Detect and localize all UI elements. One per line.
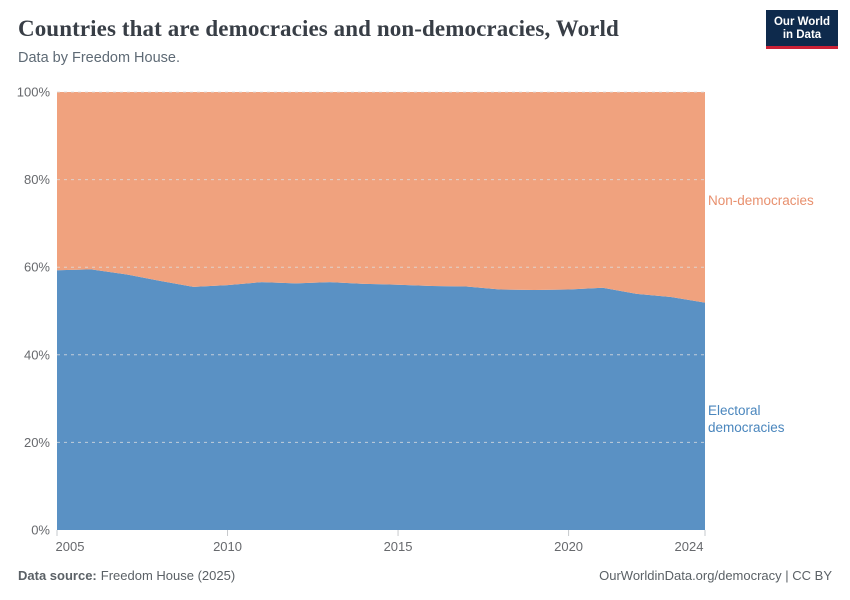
non-democracies-area[interactable] (57, 92, 705, 303)
data-source-label: Data source: (18, 568, 97, 583)
x-axis-tick-label: 2010 (213, 539, 242, 554)
electoral-democracies-area[interactable] (57, 269, 705, 530)
y-axis-tick-label: 80% (24, 172, 50, 187)
y-axis-tick-label: 20% (24, 435, 50, 450)
y-axis-tick-label: 40% (24, 347, 50, 362)
x-axis-tick-label: 2005 (56, 539, 85, 554)
owid-logo[interactable]: Our World in Data (766, 10, 838, 49)
footer-link[interactable]: OurWorldinData.org/democracy | CC BY (599, 568, 832, 583)
y-axis-tick-label: 100% (17, 85, 51, 100)
page-title: Countries that are democracies and non-d… (18, 16, 619, 41)
x-axis-tick-label: 2024 (675, 539, 704, 554)
y-axis-tick-label: 0% (31, 523, 50, 538)
x-axis-tick-label: 2015 (384, 539, 413, 554)
chart-footer: Data source: Freedom House (2025) OurWorl… (18, 568, 832, 583)
owid-logo-line2: in Data (782, 29, 822, 41)
electoral-democracies-label: Electoral democracies (708, 403, 785, 435)
y-axis-tick-label: 60% (24, 260, 50, 275)
owid-logo-line1: Our World (773, 16, 830, 28)
non-democracies-label: Non-democracies (708, 193, 814, 208)
data-source-value: Freedom House (2025) (100, 568, 236, 583)
page-subtitle: Data by Freedom House. (18, 50, 180, 66)
x-axis-tick-label: 2020 (554, 539, 583, 554)
data-source: Data source: Freedom House (2025) (18, 568, 235, 583)
